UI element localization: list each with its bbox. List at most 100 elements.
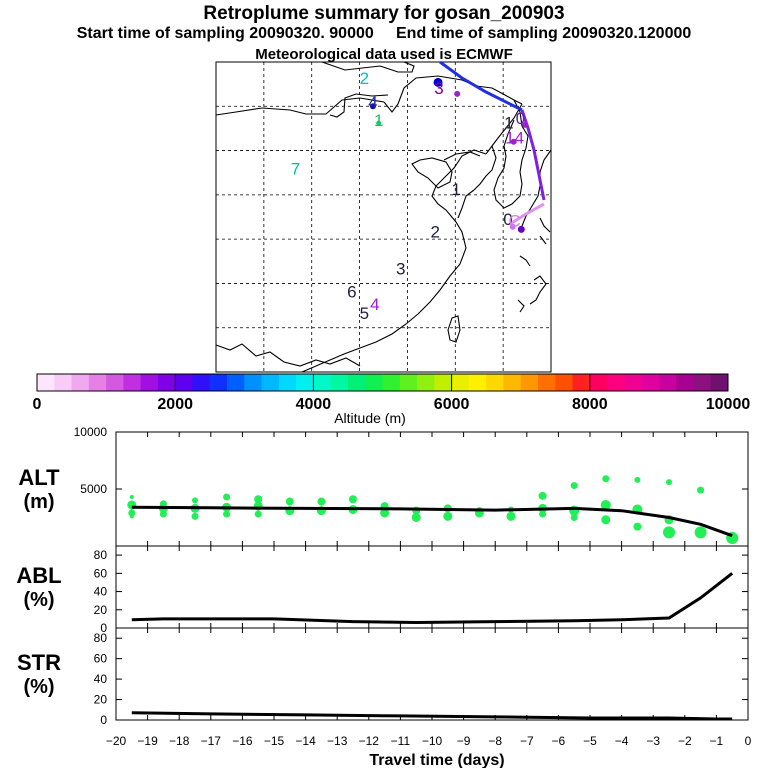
y-tick-label: 20	[94, 693, 108, 707]
colorbar-cell	[572, 374, 591, 391]
colorbar-cell	[157, 374, 176, 391]
altitude-point	[601, 515, 611, 525]
y-tick-label: 60	[94, 652, 108, 666]
panel-frame	[115, 545, 749, 629]
trajectory-label: 3	[396, 260, 405, 279]
trajectory-label: 6	[347, 283, 356, 302]
altitude-point	[129, 514, 134, 519]
end-time-label: End time of sampling 20090320.120000	[396, 25, 692, 42]
trajectory-pink	[509, 202, 545, 226]
x-tick-label: −3	[646, 734, 660, 748]
trajectory-label: 4	[368, 93, 377, 112]
coastline-korea-japan	[493, 99, 552, 313]
colorbar-cell	[209, 374, 228, 391]
colorbar-cell	[624, 374, 643, 391]
colorbar-cell	[123, 374, 142, 391]
coastline-china	[215, 61, 523, 373]
mean-line	[131, 572, 734, 625]
altitude-point	[633, 522, 642, 531]
altitude-point	[192, 497, 198, 504]
panel-yunit: (%)	[23, 676, 54, 698]
colorbar-tick-label: 6000	[434, 396, 470, 413]
trajectory-marker	[509, 223, 516, 230]
trajectory-label: 14	[505, 128, 524, 147]
colorbar-cell	[88, 374, 107, 391]
altitude-point	[349, 495, 357, 504]
panel-ylabel: STR	[17, 650, 61, 675]
colorbar-cell	[451, 374, 470, 391]
altitude-point	[539, 510, 547, 518]
trajectory-paths	[439, 60, 546, 226]
trajectory-label: 0	[503, 210, 512, 229]
altitude-point	[443, 511, 453, 521]
trajectory-label: 7	[291, 159, 300, 178]
colorbar-cell	[676, 374, 694, 391]
altitude-point	[223, 510, 231, 518]
colorbar-tick-label: 10000	[706, 396, 751, 413]
trajectory-label: C	[508, 212, 520, 231]
altitude-point	[159, 510, 167, 518]
panel-frame	[115, 431, 749, 547]
colorbar-cell	[607, 374, 625, 391]
altitude-point	[128, 509, 136, 517]
colorbar-tick-label: 8000	[572, 396, 608, 413]
colorbar-cell	[347, 374, 366, 391]
altitude-point	[411, 513, 421, 522]
trajectory-marker	[454, 90, 461, 97]
altitude-point	[666, 479, 672, 486]
y-tick-label: 60	[94, 566, 108, 580]
altitude-colorbar: 0 2000 4000 6000 8000 10000 Altitude (m)	[33, 373, 751, 426]
altitude-point	[223, 493, 231, 501]
taiwan-island	[447, 315, 461, 343]
altitude-point	[191, 512, 199, 520]
colorbar-cell	[710, 374, 729, 391]
colorbar-cell	[486, 374, 504, 391]
trajectory-marker	[517, 225, 525, 233]
y-tick-label: 40	[94, 672, 108, 686]
colorbar-cell	[537, 374, 556, 391]
trajectory-marker	[510, 138, 517, 145]
altitude-point	[538, 491, 547, 500]
sampling-times: Start time of sampling 20090320. 90000 E…	[0, 25, 768, 43]
altitude-point	[697, 486, 705, 494]
altitude-point	[663, 526, 675, 539]
altitude-point	[694, 526, 707, 539]
colorbar-cell	[192, 374, 211, 391]
colorbar-cell	[434, 374, 452, 391]
trajectory-blue	[439, 60, 523, 112]
trajectory-label: 2	[430, 222, 439, 241]
time-series-panels: 500010000ALT(m)020406080ABL(%)020406080S…	[16, 425, 751, 768]
y-tick-label: 0	[100, 621, 107, 635]
colorbar-cell	[278, 374, 297, 391]
mean-line	[131, 711, 733, 721]
x-tick-label: −15	[264, 734, 285, 748]
colorbar-cell	[417, 374, 435, 391]
colorbar-cell	[658, 374, 677, 391]
colorbar-cell	[382, 374, 401, 391]
x-tick-label: −1	[710, 734, 724, 748]
altitude-point	[570, 514, 578, 521]
panel-frame	[115, 627, 749, 721]
x-tick-label: −18	[169, 734, 190, 748]
x-tick-labels: −20 −19 −18 −17 −16 −15 −14 −13 −12 −11 −10 −9 −8 −7−…	[106, 734, 752, 748]
trajectory-markers	[369, 77, 529, 233]
y-tick-label: 80	[94, 631, 108, 645]
panel-alt: 5000 10000 ALT(m)	[18, 425, 749, 547]
colorbar-cell	[227, 374, 245, 391]
colorbar-cell	[365, 374, 383, 391]
x-tick-label: −4	[615, 734, 629, 748]
x-tick-label: −10	[422, 734, 443, 748]
trajectory-label: 5	[360, 304, 369, 323]
trajectory-purple	[520, 109, 546, 201]
y-tick-label: 10000	[74, 425, 108, 439]
colorbar-cell	[244, 374, 262, 391]
colorbar-tick-label: 2000	[157, 396, 193, 413]
chart-title: Retroplume summary for gosan_200903	[203, 3, 565, 24]
y-tick-label: 40	[94, 585, 108, 599]
panel-abl: 0 20 40 60 80 ABL(%)	[16, 545, 749, 635]
panel-ylabel: ALT	[18, 465, 60, 490]
altitude-point	[254, 495, 263, 504]
altitude-point	[506, 511, 516, 521]
